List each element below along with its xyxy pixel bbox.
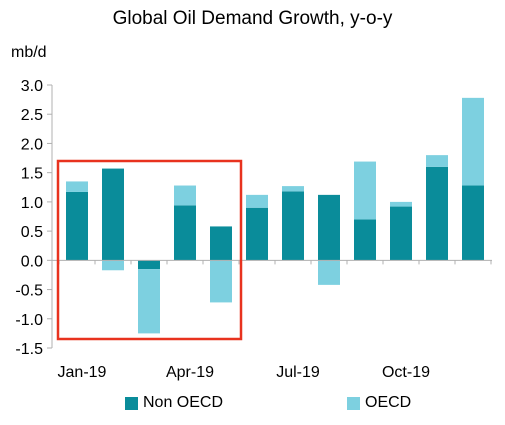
bar-non-oecd: [174, 205, 196, 261]
bar-oecd: [354, 161, 376, 220]
chart-title: Global Oil Demand Growth, y-o-y: [112, 8, 393, 29]
legend-label-oecd: OECD: [365, 394, 412, 411]
y-tick-label: -1.5: [15, 341, 43, 358]
bar-non-oecd: [246, 207, 268, 261]
bar-non-oecd: [390, 206, 412, 261]
bar-non-oecd: [426, 166, 448, 261]
highlight-box: [56, 159, 243, 341]
y-tick-label: 1.5: [21, 166, 43, 183]
y-tick-label: 3.0: [21, 78, 43, 95]
y-axis-unit-label: mb/d: [11, 44, 47, 61]
bar-non-oecd: [282, 191, 304, 261]
y-tick-label: 0.5: [21, 224, 43, 241]
bar-oecd: [174, 185, 196, 206]
bar-oecd: [210, 260, 232, 303]
bar-oecd: [246, 194, 268, 208]
x-tick-label: Jan-19: [58, 364, 107, 381]
bar-oecd: [282, 186, 304, 192]
bar-oecd: [462, 97, 484, 186]
x-tick-label: Apr-19: [166, 364, 214, 381]
bar-non-oecd: [102, 168, 124, 261]
y-tick-label: -0.5: [15, 283, 43, 300]
y-tick-label: 1.0: [21, 195, 43, 212]
bar-oecd: [390, 201, 412, 207]
bar-oecd: [426, 155, 448, 167]
legend-label-non-oecd: Non OECD: [143, 394, 224, 411]
legend-swatch-non-oecd: [125, 396, 138, 410]
bar-non-oecd: [354, 219, 376, 261]
x-tick-label: Jul-19: [276, 364, 320, 381]
bar-non-oecd: [318, 194, 340, 261]
legend: Non OECD OECD: [0, 394, 505, 418]
bar-oecd: [102, 260, 124, 271]
y-tick-label: 2.5: [21, 107, 43, 124]
bar-non-oecd: [66, 191, 88, 261]
legend-item-non-oecd: Non OECD: [125, 394, 223, 412]
bar-non-oecd: [210, 226, 232, 261]
y-tick-label: 2.0: [21, 136, 43, 153]
y-tick-label: 0.0: [21, 253, 43, 270]
y-tick-label: -1.0: [15, 312, 43, 329]
legend-item-oecd: OECD: [347, 394, 411, 412]
x-tick-label: Oct-19: [382, 364, 430, 381]
bar-non-oecd: [138, 260, 160, 270]
bar-oecd: [138, 269, 160, 334]
legend-swatch-oecd: [347, 396, 360, 410]
bar-non-oecd: [462, 185, 484, 261]
bar-oecd: [66, 181, 88, 192]
bar-oecd: [318, 260, 340, 285]
